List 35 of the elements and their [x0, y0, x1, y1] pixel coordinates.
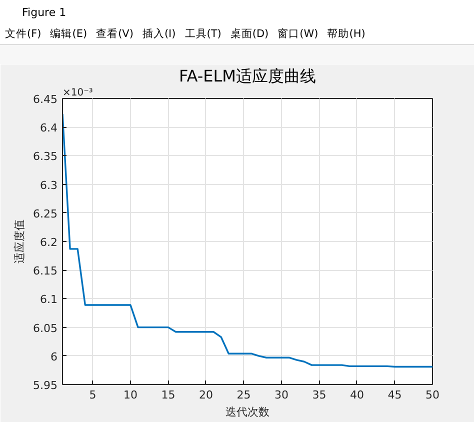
y-tick-label: 6.15: [33, 264, 58, 278]
y-tick-label: 6.2: [40, 236, 58, 249]
x-tick-label: 45: [388, 388, 402, 402]
x-axis-title: 迭代次数: [226, 406, 270, 418]
x-tick-label: 5: [89, 388, 96, 402]
chart-title: FA-ELM适应度曲线: [179, 66, 316, 86]
text: 查看(V): [96, 28, 134, 40]
y-tick-label: 6.45: [33, 93, 58, 106]
y-tick-label: 5.95: [33, 379, 58, 392]
y-tick-label: 6.3: [40, 178, 58, 192]
line-series: [62, 113, 432, 368]
text: 桌面(D): [230, 28, 269, 40]
y-tick-label: 6.1: [40, 293, 58, 306]
x-tick-label: 35: [312, 388, 326, 402]
x-tick-label: 15: [161, 388, 176, 402]
y-axis-title: 适应度值: [13, 220, 26, 264]
text: ×10⁻³: [62, 88, 93, 98]
text: 文件(F): [5, 28, 42, 40]
text: 工具(T): [184, 28, 222, 40]
x-tick-label: 50: [426, 388, 440, 402]
y-tick-label: 6.35: [33, 150, 58, 164]
text: 编辑(E): [50, 28, 88, 40]
x-tick-label: 30: [274, 388, 288, 402]
text: 插入(I): [142, 28, 176, 40]
y-tick-label: 6.05: [33, 322, 58, 335]
text: 窗口(W): [278, 28, 318, 40]
y-tick-label: 6.25: [33, 207, 58, 220]
x-tick-label: 40: [350, 388, 364, 402]
y-tick-label: 6: [50, 350, 58, 364]
text: 帮助(H): [327, 28, 366, 40]
y-tick-label: 6.4: [40, 122, 58, 135]
caption: Figure 1: [22, 5, 66, 21]
x-tick-label: 25: [236, 388, 251, 402]
x-tick-label: 20: [198, 388, 213, 402]
x-tick-label: 10: [123, 388, 138, 402]
